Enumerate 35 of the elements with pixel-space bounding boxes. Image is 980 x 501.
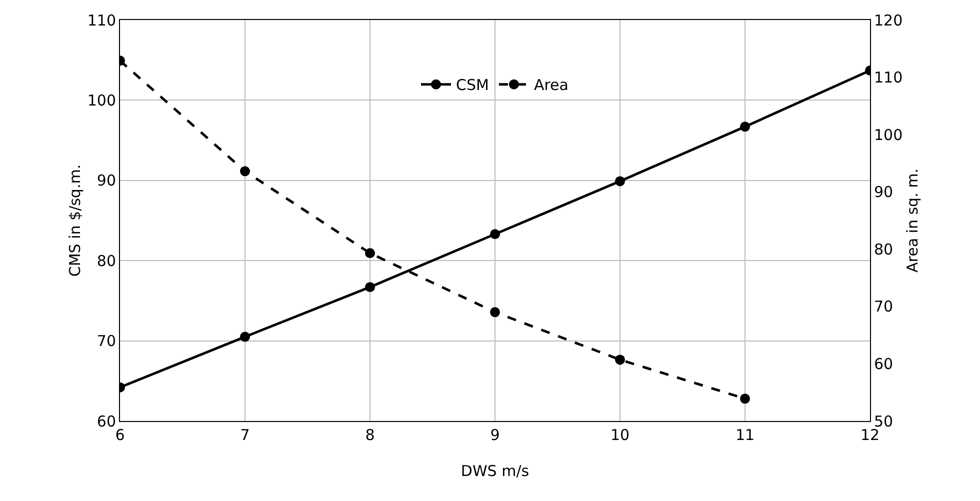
x-tick-label: 10 (610, 426, 630, 444)
y2-tick-label: 100 (874, 126, 903, 144)
point (365, 282, 375, 292)
y2-tick-label: 120 (874, 11, 903, 30)
point (740, 394, 750, 404)
y-tick-label: 110 (87, 11, 116, 30)
legend-label: Area (534, 76, 568, 94)
y-tick-label: 70 (96, 332, 116, 350)
point (490, 307, 500, 318)
x-tick-label: 8 (365, 426, 375, 444)
x-tick-label: 6 (115, 426, 125, 444)
x-tick-label: 11 (735, 426, 755, 444)
point (240, 166, 250, 176)
y-axis-title: CMS in $/sq.m. (66, 164, 84, 277)
x-axis-title: DWS m/s (460, 462, 530, 480)
y2-tick-label: 80 (874, 240, 894, 258)
y-tick-label: 80 (96, 252, 116, 270)
point (615, 176, 625, 186)
y-tick-label: 90 (96, 172, 116, 190)
y-tick-label: 100 (87, 91, 116, 110)
point (490, 229, 500, 240)
x-tick-label: 12 (860, 426, 880, 444)
point (740, 122, 750, 132)
x-tick-label: 7 (240, 426, 250, 444)
y2-tick-label: 110 (874, 68, 903, 87)
x-tick-label: 9 (490, 426, 500, 444)
point (240, 332, 250, 342)
y2-axis-title: Area in sq. m. (904, 168, 922, 272)
y2-tick-label: 60 (874, 354, 894, 373)
y-tick-label: 60 (96, 412, 116, 430)
y2-tick-label: 90 (874, 183, 894, 202)
y2-tick-label: 70 (874, 298, 894, 316)
point (615, 354, 625, 365)
legend-label: CSM (456, 76, 489, 94)
point (365, 248, 375, 258)
